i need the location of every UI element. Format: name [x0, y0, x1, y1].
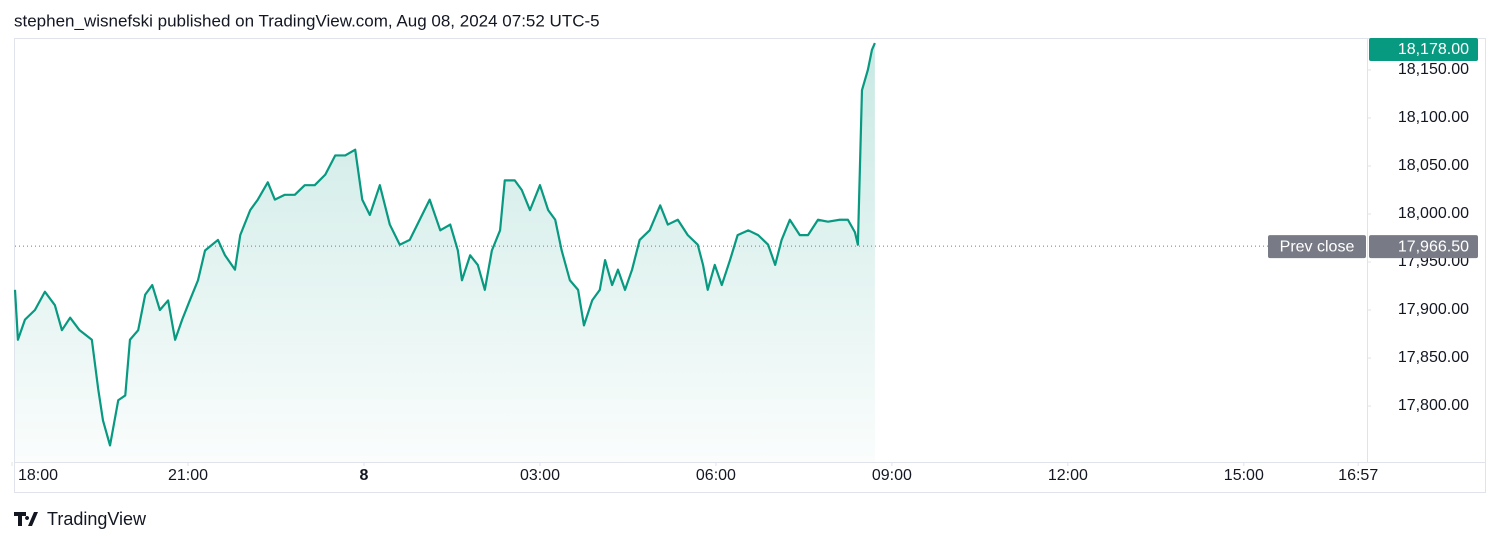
x-tick-label: 12:00 [1048, 467, 1088, 484]
x-tick-label: 21:00 [168, 467, 208, 484]
x-tick-label: 16:57 [1338, 467, 1378, 484]
prev-close-label: Prev close [1280, 238, 1355, 255]
y-tick-label: 18,100.00 [1398, 109, 1469, 126]
logo-icon [14, 512, 38, 526]
prev-close-value-badge [1369, 235, 1478, 259]
header-text: stephen_wisnefski published on TradingVi… [14, 11, 600, 30]
tv-logo: TradingView [14, 509, 147, 529]
y-tick-label: 18,000.00 [1398, 205, 1469, 222]
x-tick-label: 03:00 [520, 467, 560, 484]
last-price-badge [1369, 38, 1478, 61]
prev-close-badge [1268, 235, 1366, 259]
last-price-label: 18,178.00 [1398, 41, 1469, 58]
x-tick-label: 8 [360, 467, 369, 484]
x-tick-label: 06:00 [696, 467, 736, 484]
y-tick-label: 18,150.00 [1398, 61, 1469, 78]
x-tick-label: 18:00 [18, 467, 58, 484]
x-tick-label: 09:00 [872, 467, 912, 484]
y-tick-label: 17,900.00 [1398, 301, 1469, 318]
prev-close-value: 17,966.50 [1398, 238, 1469, 255]
x-tick-label: 15:00 [1224, 467, 1264, 484]
y-tick-label: 18,050.00 [1398, 157, 1469, 174]
y-tick-label: 17,800.00 [1398, 397, 1469, 414]
chart-frame [14, 38, 1486, 493]
y-tick-label: 17,850.00 [1398, 349, 1469, 366]
plot-area: 17,800.0017,850.0017,900.0017,950.0018,0… [11, 38, 1478, 484]
area-fill [15, 43, 875, 463]
brand: TradingView [47, 509, 147, 529]
price-line [13, 42, 876, 447]
